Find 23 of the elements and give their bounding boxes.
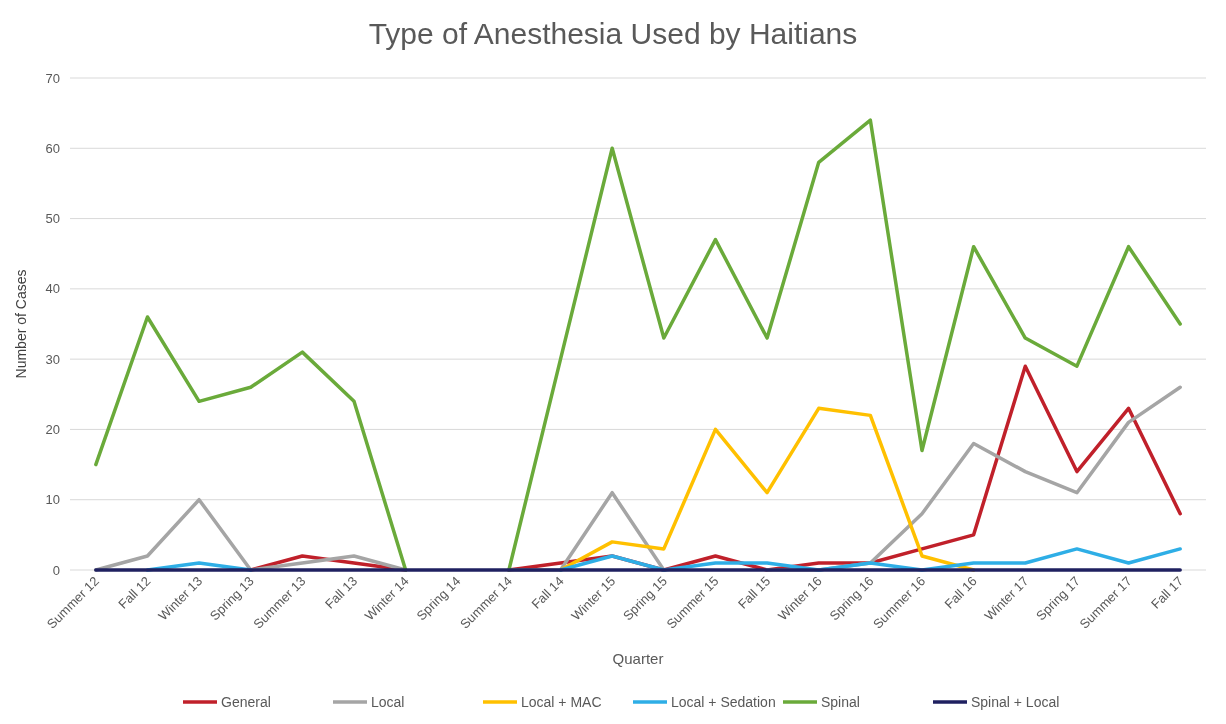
legend-label: Local xyxy=(371,693,405,710)
x-axis-title: Quarter xyxy=(612,650,664,667)
legend-label: Local + Sedation xyxy=(671,693,776,710)
legend-label: Spinal + Local xyxy=(971,693,1060,710)
x-tick-label: Fall 16 xyxy=(941,573,980,612)
y-tick-label: 10 xyxy=(45,492,60,508)
chart-title: Type of Anesthesia Used by Haitians xyxy=(368,17,858,50)
legend-label: General xyxy=(221,693,271,710)
x-tick-label: Fall 15 xyxy=(735,573,774,612)
y-tick-label: 40 xyxy=(45,281,60,297)
y-axis-title: Number of Cases xyxy=(13,269,29,379)
y-tick-label: 50 xyxy=(45,211,60,227)
y-tick-label: 30 xyxy=(45,351,60,367)
x-tick-label: Fall 17 xyxy=(1148,573,1187,612)
y-tick-label: 0 xyxy=(52,562,60,578)
x-tick-label: Fall 14 xyxy=(528,573,567,612)
x-tick-label: Fall 13 xyxy=(321,573,361,612)
legend-label: Spinal xyxy=(821,693,860,710)
y-tick-label: 60 xyxy=(45,140,60,156)
y-tick-label: 70 xyxy=(45,70,60,86)
y-tick-label: 20 xyxy=(45,421,60,437)
x-tick-label: Fall 12 xyxy=(115,573,154,612)
legend-label: Local + MAC xyxy=(521,693,602,710)
